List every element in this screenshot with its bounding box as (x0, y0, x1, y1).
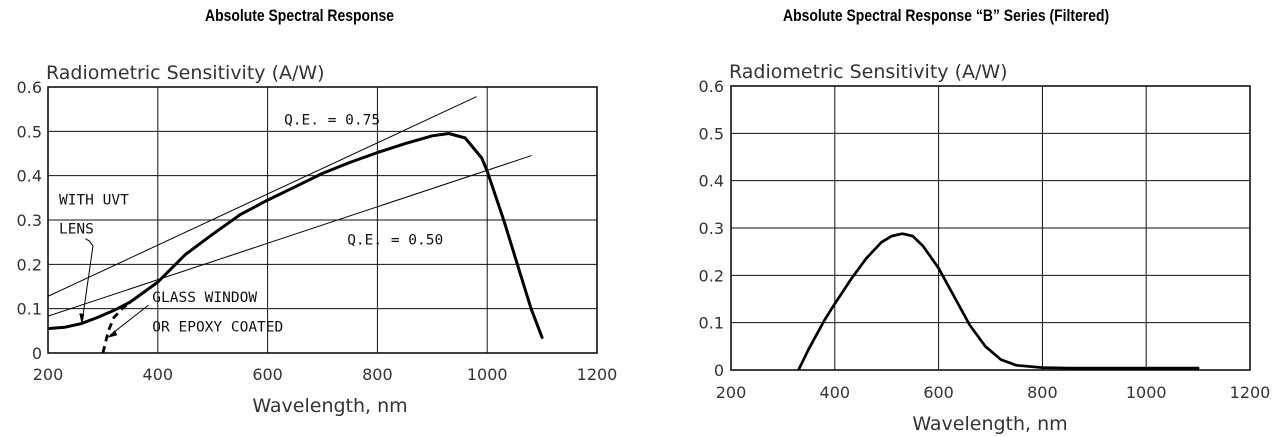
left-annotation: LENS (59, 221, 94, 237)
left-ytick-label: 0.2 (17, 255, 42, 274)
right-series-response (797, 232, 1200, 370)
left-annotation: WITH UVT (59, 192, 129, 208)
left-lens-leader-line (81, 245, 94, 323)
left-xtick-label: 1200 (577, 365, 618, 384)
left-xtick-label: 800 (362, 365, 393, 384)
left-lens-leader-arrowhead (79, 313, 85, 326)
left-series-q-e-0-75 (48, 96, 477, 297)
left-ytick-label: 0.1 (17, 300, 42, 319)
right-xtick-label: 800 (1027, 383, 1058, 402)
chart-right: 0 0.1 0.2 0.3 0.4 0.5 0.6 200 400 600 800 1000 1200 R… (699, 61, 1271, 435)
right-ytick-label: 0.2 (699, 266, 724, 285)
right-y-axis-label: Radiometric Sensitivity (A/W) (729, 61, 1008, 83)
right-ytick-label: 0.6 (699, 77, 724, 96)
left-xtick-label: 1000 (467, 365, 508, 384)
left-annotation: GLASS WINDOW (152, 290, 257, 306)
left-glass-leader-arrowhead (107, 329, 118, 338)
right-xtick-label: 200 (716, 383, 747, 402)
left-ytick-label: 0.6 (17, 78, 42, 97)
left-x-axis-label: Wavelength, nm (252, 395, 407, 417)
right-xtick-label: 400 (820, 383, 851, 402)
right-x-axis-label: Wavelength, nm (912, 413, 1067, 435)
left-ytick-label: 0.3 (17, 211, 42, 230)
left-series-with-uvt-lens (48, 132, 544, 339)
right-ytick-label: 0.4 (699, 172, 724, 191)
right-xtick-label: 1000 (1126, 383, 1167, 402)
left-y-axis-label: Radiometric Sensitivity (A/W) (46, 62, 325, 84)
right-plot-frame (730, 85, 1251, 371)
right-xtick-label: 1200 (1230, 383, 1271, 402)
left-lens-leader-hook (85, 238, 94, 247)
left-series-glass-window-or-epoxy-coated (101, 300, 132, 353)
left-xtick-label: 200 (33, 365, 64, 384)
right-xtick-label: 600 (923, 383, 954, 402)
left-annotation: Q.E. = 0.75 (284, 113, 380, 129)
left-series-q-e-0-50 (48, 155, 532, 317)
left-ytick-label: 0 (32, 344, 42, 363)
left-ytick-label: 0.4 (17, 167, 42, 186)
chart-left: 0 0.1 0.2 0.3 0.4 0.5 0.6 200 400 600 800 1000 1200 R… (17, 62, 618, 417)
left-plot-frame (47, 86, 598, 354)
left-xtick-label: 400 (143, 365, 174, 384)
left-glass-leader-line (109, 304, 149, 336)
left-ytick-label: 0.5 (17, 122, 42, 141)
left-annotation: Q.E. = 0.50 (347, 232, 443, 248)
right-ytick-label: 0.1 (699, 314, 724, 333)
left-annotation: OR EPOXY COATED (152, 320, 283, 336)
right-ytick-label: 0 (714, 361, 724, 380)
left-xtick-label: 600 (252, 365, 283, 384)
right-ytick-label: 0.3 (699, 219, 724, 238)
chart-title-left: Absolute Spectral Response (205, 6, 395, 25)
right-ytick-label: 0.5 (699, 124, 724, 143)
chart-title-right: Absolute Spectral Response “B” Series (F… (783, 6, 1110, 25)
